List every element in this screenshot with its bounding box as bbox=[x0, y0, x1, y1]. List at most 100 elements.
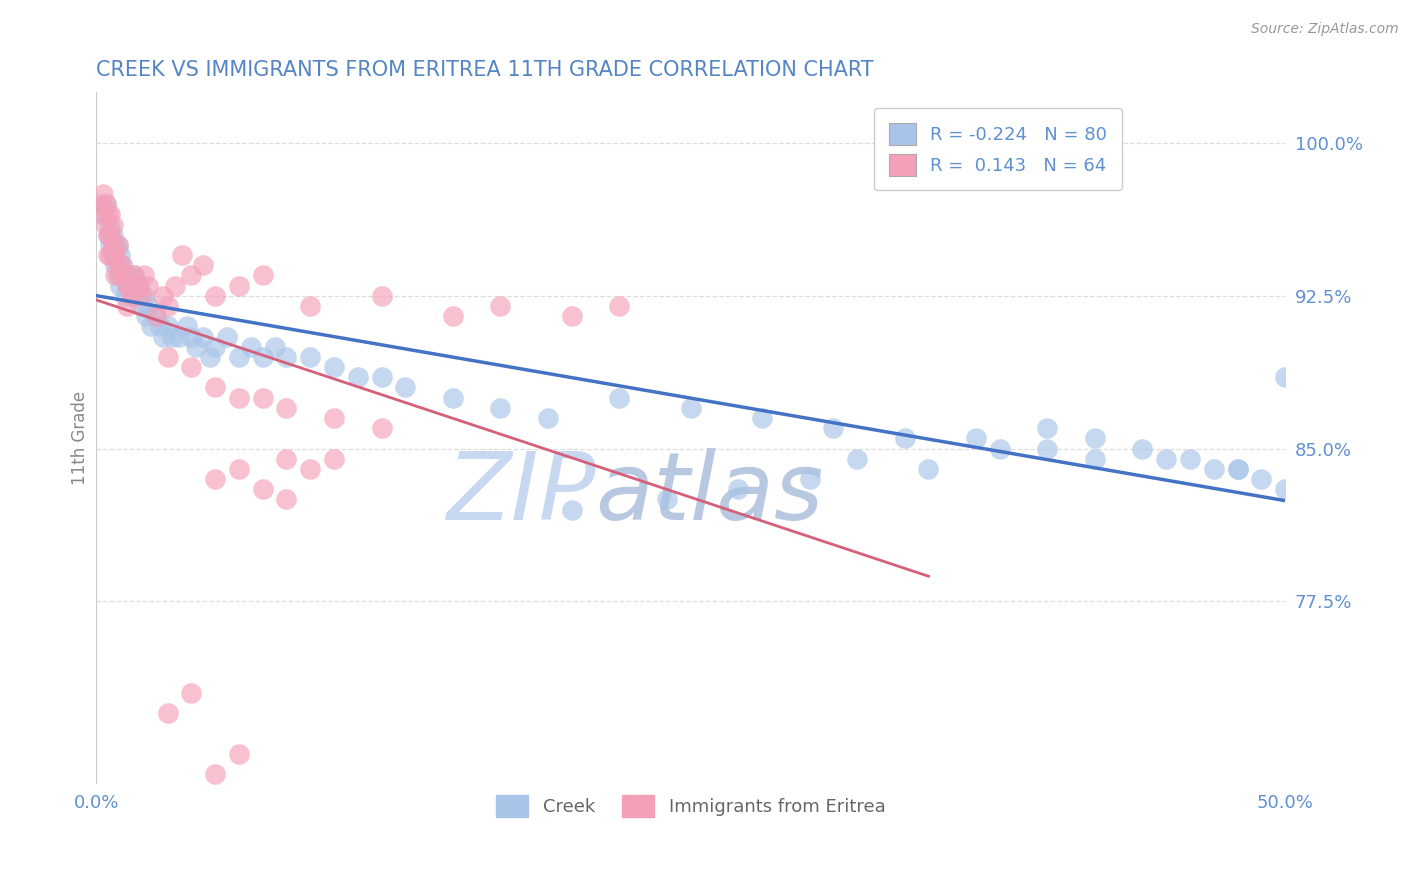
Point bbox=[138, 278, 160, 293]
Point bbox=[180, 686, 202, 700]
Point bbox=[228, 391, 250, 405]
Point bbox=[228, 278, 250, 293]
Point bbox=[276, 401, 298, 415]
Point bbox=[139, 319, 162, 334]
Point bbox=[252, 391, 274, 405]
Point bbox=[121, 278, 143, 293]
Point bbox=[1036, 421, 1059, 435]
Point bbox=[252, 482, 274, 496]
Point bbox=[125, 289, 148, 303]
Point bbox=[100, 227, 122, 242]
Point bbox=[239, 340, 262, 354]
Point bbox=[97, 207, 120, 221]
Point bbox=[751, 411, 773, 425]
Point bbox=[121, 289, 143, 303]
Point bbox=[537, 411, 560, 425]
Point bbox=[200, 350, 222, 364]
Point bbox=[561, 309, 583, 323]
Point bbox=[193, 329, 215, 343]
Point bbox=[180, 360, 202, 375]
Legend: Creek, Immigrants from Eritrea: Creek, Immigrants from Eritrea bbox=[488, 788, 893, 824]
Point bbox=[107, 238, 129, 252]
Text: CREEK VS IMMIGRANTS FROM ERITREA 11TH GRADE CORRELATION CHART: CREEK VS IMMIGRANTS FROM ERITREA 11TH GR… bbox=[96, 60, 873, 79]
Point bbox=[346, 370, 368, 384]
Point bbox=[394, 380, 416, 394]
Point bbox=[441, 391, 464, 405]
Point bbox=[115, 278, 138, 293]
Point bbox=[561, 502, 583, 516]
Text: atlas: atlas bbox=[596, 448, 824, 540]
Point bbox=[104, 258, 127, 272]
Text: Source: ZipAtlas.com: Source: ZipAtlas.com bbox=[1251, 22, 1399, 37]
Point bbox=[122, 268, 145, 283]
Point bbox=[276, 492, 298, 507]
Point bbox=[1226, 462, 1249, 476]
Point bbox=[101, 227, 124, 242]
Point bbox=[94, 197, 117, 211]
Point bbox=[115, 278, 138, 293]
Point bbox=[228, 350, 250, 364]
Point bbox=[101, 238, 124, 252]
Point bbox=[655, 492, 678, 507]
Point bbox=[228, 462, 250, 476]
Point bbox=[114, 268, 136, 283]
Point bbox=[1202, 462, 1225, 476]
Text: ZIP: ZIP bbox=[446, 448, 596, 540]
Point bbox=[370, 370, 392, 384]
Point bbox=[111, 258, 134, 272]
Point bbox=[114, 289, 136, 303]
Point bbox=[489, 401, 512, 415]
Point bbox=[204, 340, 226, 354]
Y-axis label: 11th Grade: 11th Grade bbox=[72, 392, 89, 485]
Point bbox=[162, 329, 184, 343]
Point bbox=[370, 289, 392, 303]
Point bbox=[215, 329, 238, 343]
Point bbox=[1132, 442, 1154, 456]
Point bbox=[204, 289, 226, 303]
Point bbox=[176, 319, 198, 334]
Point bbox=[846, 451, 869, 466]
Point bbox=[156, 706, 179, 721]
Point bbox=[1084, 451, 1107, 466]
Point bbox=[299, 299, 322, 313]
Point bbox=[228, 747, 250, 761]
Point bbox=[128, 278, 150, 293]
Point bbox=[193, 258, 215, 272]
Point bbox=[111, 258, 134, 272]
Point bbox=[169, 329, 191, 343]
Point bbox=[1084, 431, 1107, 445]
Point bbox=[100, 207, 122, 221]
Point bbox=[1154, 451, 1177, 466]
Point bbox=[114, 268, 136, 283]
Point bbox=[299, 462, 322, 476]
Point bbox=[489, 299, 512, 313]
Point bbox=[138, 299, 160, 313]
Point bbox=[152, 289, 174, 303]
Point bbox=[101, 218, 124, 232]
Point bbox=[679, 401, 702, 415]
Point bbox=[101, 248, 124, 262]
Point bbox=[323, 411, 346, 425]
Point bbox=[1036, 442, 1059, 456]
Point bbox=[132, 289, 155, 303]
Point bbox=[1274, 370, 1296, 384]
Point bbox=[122, 268, 145, 283]
Point bbox=[104, 268, 127, 283]
Point bbox=[97, 248, 120, 262]
Point bbox=[917, 462, 939, 476]
Point bbox=[115, 299, 138, 313]
Point bbox=[184, 340, 207, 354]
Point bbox=[893, 431, 915, 445]
Point bbox=[323, 360, 346, 375]
Point bbox=[180, 268, 202, 283]
Point bbox=[128, 278, 150, 293]
Point bbox=[799, 472, 821, 486]
Point bbox=[276, 350, 298, 364]
Point bbox=[121, 289, 143, 303]
Point bbox=[100, 238, 122, 252]
Point bbox=[370, 421, 392, 435]
Point bbox=[1250, 472, 1272, 486]
Point bbox=[132, 268, 155, 283]
Point bbox=[299, 350, 322, 364]
Point bbox=[91, 207, 114, 221]
